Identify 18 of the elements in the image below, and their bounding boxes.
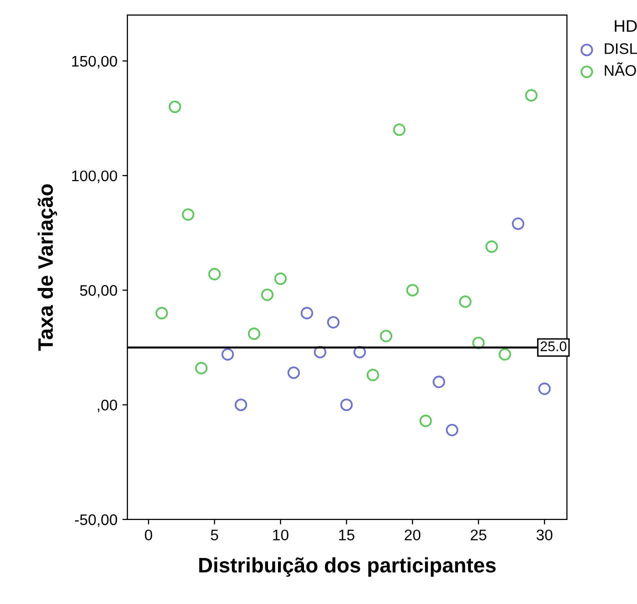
- y-tick-label: 50,00: [80, 285, 118, 298]
- y-tick-label: 100,00: [72, 170, 118, 184]
- x-tick-label: 30: [536, 530, 552, 540]
- x-tick-label: 10: [273, 530, 288, 540]
- legend-label: NÃO: [604, 62, 636, 76]
- legend-label: DISL: [604, 43, 637, 54]
- x-tick-label: 15: [339, 530, 354, 540]
- x-axis-title: Distribuição dos participantes: [199, 557, 496, 577]
- y-axis-title: Taxa de Variação: [38, 184, 58, 351]
- x-tick-label: 20: [404, 530, 420, 540]
- x-tick-label: 5: [210, 530, 218, 540]
- y-tick-label: ,00: [98, 400, 118, 412]
- x-tick-label: 0: [144, 530, 152, 540]
- ref-line-label: 25.0: [540, 341, 566, 352]
- y-tick-label: -50,00: [75, 514, 118, 527]
- y-tick-label: 150,00: [72, 56, 118, 68]
- x-tick-label: 25: [470, 530, 486, 540]
- legend-title: HD: [614, 20, 637, 32]
